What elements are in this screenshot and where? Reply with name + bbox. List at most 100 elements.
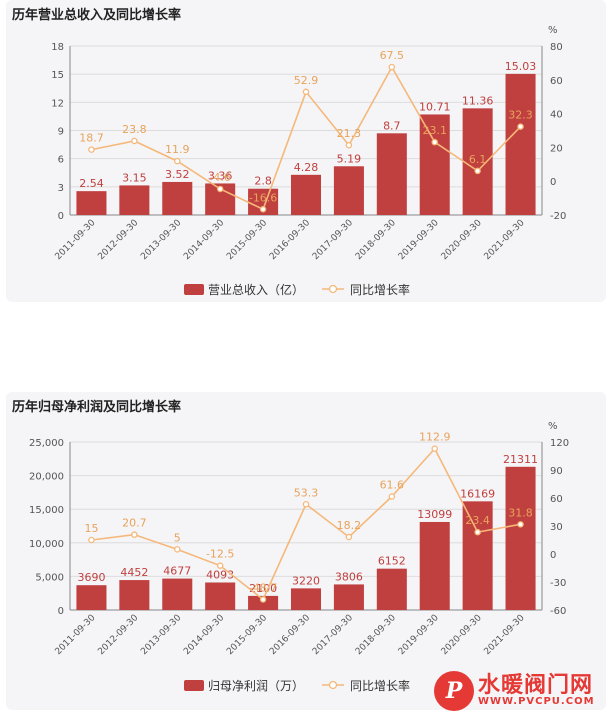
y-left-tick-label: 25,000 xyxy=(29,438,64,449)
x-tick-label: 2018-09-30 xyxy=(354,613,398,657)
growth-rate-point xyxy=(174,157,181,165)
growth-rate-label: -12.5 xyxy=(206,548,234,561)
growth-rate-label: 67.5 xyxy=(380,49,405,62)
watermark-url: WWW.PVCPU.COM xyxy=(478,696,595,708)
revenue-bar xyxy=(290,588,322,610)
growth-rate-label: 18.2 xyxy=(337,519,362,532)
x-tick-label: 2018-09-30 xyxy=(354,218,398,262)
growth-rate-point xyxy=(517,123,524,130)
legend-line-label: 同比增长率 xyxy=(350,678,410,693)
growth-rate-label: 23.4 xyxy=(465,514,490,527)
y-right-unit: % xyxy=(548,421,558,432)
y-right-tick-label: 0 xyxy=(550,177,556,188)
y-right-tick-label: 30 xyxy=(550,522,563,533)
growth-rate-point xyxy=(216,562,224,569)
y-left-tick-label: 12 xyxy=(51,98,64,109)
bar-value-label: 2.54 xyxy=(79,177,104,190)
growth-rate-label: 61.6 xyxy=(380,479,405,492)
x-tick-label: 2014-09-30 xyxy=(182,613,226,657)
x-tick-label: 2012-09-30 xyxy=(96,613,140,657)
y-right-tick-label: 20 xyxy=(550,143,563,154)
legend-bar-label: 营业总收入（亿） xyxy=(208,282,304,297)
growth-rate-point xyxy=(345,141,353,149)
legend-bar-swatch xyxy=(184,284,204,295)
revenue-bar xyxy=(505,73,536,215)
x-tick-label: 2020-09-30 xyxy=(440,613,484,657)
revenue-bar xyxy=(119,185,150,215)
revenue-bar xyxy=(376,133,407,215)
growth-rate-point xyxy=(131,137,138,145)
profit-chart: 0 5,000 10,000 15,000 20,000 25,000 -60 -30 0 30 6… xyxy=(29,421,569,693)
revenue-bar xyxy=(333,584,364,610)
bar-value-label: 3.36 xyxy=(208,169,233,182)
revenue-bar xyxy=(419,521,450,610)
growth-rate-label: 31.8 xyxy=(508,506,533,519)
growth-rate-label: 112.9 xyxy=(419,431,451,444)
y-left-tick-label: 0 xyxy=(58,606,64,617)
legend-line-marker xyxy=(328,680,338,690)
growth-rate-point xyxy=(88,146,95,153)
bar-value-label: 4677 xyxy=(163,565,191,578)
growth-rate-point xyxy=(88,536,95,544)
x-tick-label: 2012-09-30 xyxy=(96,218,140,262)
bar-value-label: 3220 xyxy=(292,574,320,587)
revenue-bar xyxy=(76,585,107,610)
x-tick-label: 2017-09-30 xyxy=(311,218,355,262)
revenue-bar xyxy=(205,582,236,610)
y-right-tick-label: 80 xyxy=(550,42,563,53)
growth-rate-label: 15 xyxy=(84,522,98,535)
y-right-tick-label: 60 xyxy=(550,76,563,87)
profit-chart-panel: 历年归母净利润及同比增长率 0 5,000 10,000 15,000 20,000 25… xyxy=(6,392,606,710)
bar-value-label: 4.28 xyxy=(294,161,319,174)
growth-rate-label: 23.1 xyxy=(422,124,447,137)
y-left-tick-label: 15,000 xyxy=(29,505,64,516)
y-left-tick-label: 18 xyxy=(51,42,64,53)
growth-rate-point xyxy=(174,546,181,553)
x-tick-label: 2017-09-30 xyxy=(311,613,355,657)
bar-value-label: 6152 xyxy=(378,555,406,568)
growth-rate-point xyxy=(388,493,396,500)
legend-bar-label: 归母净利润（万） xyxy=(208,679,304,693)
revenue-bar xyxy=(162,578,193,610)
growth-rate-point xyxy=(259,596,267,603)
bar-value-label: 5.19 xyxy=(337,152,362,165)
bar-value-label: 16169 xyxy=(460,487,495,500)
revenue-bar xyxy=(119,580,150,610)
x-tick-label: 2019-09-30 xyxy=(397,613,441,657)
bar-value-label: 4093 xyxy=(206,568,234,581)
watermark-logo-icon: P xyxy=(434,671,474,711)
x-tick-label: 2011-09-30 xyxy=(54,218,98,262)
revenue-bar xyxy=(462,501,493,610)
growth-rate-point xyxy=(474,528,481,536)
growth-rate-point xyxy=(517,521,524,528)
x-tick-label: 2014-09-30 xyxy=(182,218,226,262)
growth-rate-label: 18.7 xyxy=(79,132,104,145)
y-right-tick-label: -60 xyxy=(550,606,566,617)
y-left-tick-label: 5,000 xyxy=(35,572,64,583)
growth-rate-label: 23.8 xyxy=(122,123,147,136)
growth-rate-label: 32.3 xyxy=(508,109,533,122)
growth-rate-label: -16.6 xyxy=(249,191,277,204)
revenue-bar xyxy=(290,174,322,215)
y-right-tick-label: 120 xyxy=(550,438,569,449)
growth-rate-point xyxy=(302,88,310,96)
bar-value-label: 21311 xyxy=(503,453,538,466)
legend-line-marker xyxy=(328,284,338,294)
revenue-bar xyxy=(333,166,364,215)
x-tick-label: 2021-09-30 xyxy=(483,613,527,657)
x-tick-label: 2013-09-30 xyxy=(139,613,183,657)
growth-rate-label: 11.9 xyxy=(165,143,190,156)
y-right-unit: % xyxy=(548,25,558,36)
x-tick-label: 2016-09-30 xyxy=(268,218,312,262)
bar-value-label: 15.03 xyxy=(505,60,537,73)
y-left-tick-label: 20,000 xyxy=(29,472,64,483)
growth-rate-point xyxy=(431,138,438,146)
bar-value-label: 13099 xyxy=(417,508,452,521)
revenue-bar xyxy=(376,568,407,610)
x-tick-label: 2013-09-30 xyxy=(139,218,183,262)
bar-value-label: 3806 xyxy=(335,570,363,583)
legend-line-label: 同比增长率 xyxy=(350,282,410,297)
watermark-name: 水暖阀门网 xyxy=(478,673,594,699)
growth-rate-point xyxy=(131,531,138,538)
growth-rate-point xyxy=(216,185,224,193)
